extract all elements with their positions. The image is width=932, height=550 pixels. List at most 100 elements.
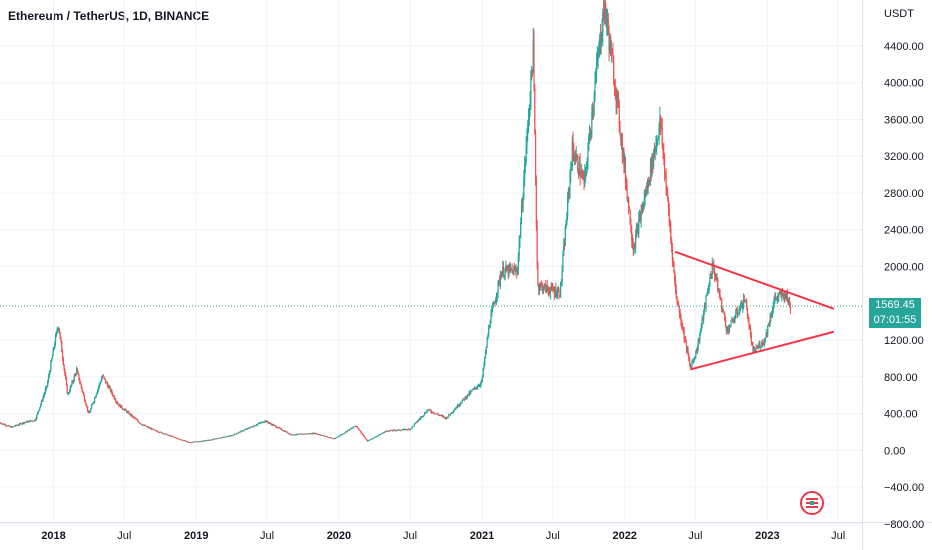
candle-body (687, 348, 689, 355)
candle-body (251, 426, 254, 428)
candle-body (100, 381, 102, 383)
candle-body (697, 340, 699, 349)
candle-body (609, 36, 611, 50)
candle-body (789, 307, 792, 309)
candle-body (176, 437, 178, 439)
candle-body (379, 434, 381, 436)
candle-body (556, 295, 558, 296)
candle-body (637, 226, 639, 234)
candle-body (0, 422, 2, 424)
candle-body (43, 393, 46, 396)
candle-body (353, 426, 355, 428)
candle-body (111, 393, 114, 396)
candle-body (28, 420, 30, 422)
candle-body (220, 437, 222, 439)
candle-body (582, 174, 584, 176)
candle-body (323, 435, 325, 437)
tradingview-event-icon[interactable] (800, 491, 824, 515)
candle-body (499, 279, 501, 284)
candle-body (253, 425, 255, 427)
candle-body (742, 298, 745, 306)
candle-body (309, 433, 311, 435)
candle-body (202, 440, 204, 442)
candle-body (334, 438, 336, 440)
candle-body (104, 379, 107, 383)
candle-body (355, 426, 357, 427)
candle-body (115, 399, 117, 402)
y-tick-label: 2400.00 (884, 225, 924, 237)
candle-body (25, 422, 27, 423)
candle-body (33, 420, 35, 422)
candle-body (219, 437, 221, 439)
candle-body (532, 39, 534, 73)
candle-body (197, 441, 200, 443)
candle-body (212, 439, 214, 441)
candle-body (29, 420, 32, 422)
candle-body (587, 150, 589, 164)
candle-body (430, 411, 433, 413)
candle-body (752, 344, 754, 350)
candle-body (696, 350, 698, 353)
candle-body (281, 429, 283, 431)
candle-body (186, 441, 188, 443)
candle-body (396, 430, 398, 432)
candle-body (307, 433, 309, 435)
candle-body (370, 439, 372, 440)
candle-body (294, 434, 296, 435)
candle-body (774, 296, 776, 302)
candle-body (711, 262, 713, 275)
candle-body (477, 386, 479, 388)
candle-body (255, 425, 258, 426)
candle-body (176, 438, 179, 439)
candle-body (387, 431, 390, 433)
candle-body (123, 409, 125, 411)
candle-body (490, 314, 492, 324)
candle-body (439, 415, 441, 416)
candle-body (705, 296, 707, 308)
candle-body (628, 208, 630, 211)
candle-body (651, 154, 653, 174)
candle-body (525, 146, 527, 162)
candle-body (431, 411, 433, 413)
candle-body (778, 293, 781, 295)
candle-body (767, 325, 770, 327)
candle-body (73, 375, 75, 381)
candle-body (485, 347, 487, 351)
candle-body (788, 301, 790, 304)
candle-body (205, 440, 207, 442)
candle-body (409, 428, 412, 430)
candle-body (233, 433, 236, 436)
candle-body (328, 437, 330, 439)
candle-body (17, 425, 19, 426)
candle-body (371, 438, 373, 440)
candle-body (257, 423, 259, 425)
candle-body (43, 395, 45, 398)
candle-body (303, 433, 305, 435)
candle-body (690, 367, 692, 369)
candle-body (422, 415, 424, 417)
candle-body (287, 431, 289, 434)
candle-body (266, 420, 268, 422)
candle-body (670, 228, 672, 240)
candle-body (25, 421, 28, 423)
candle-body (417, 419, 419, 422)
candle-body (744, 301, 746, 302)
candle-body (420, 417, 422, 419)
candle-body (376, 436, 378, 438)
candle-body (320, 435, 322, 436)
candle-body (654, 148, 656, 154)
candle-body (405, 429, 407, 431)
candle-body (757, 345, 760, 348)
candle-body (555, 288, 557, 296)
candle-body (571, 140, 573, 167)
candle-body (491, 309, 493, 315)
candle-body (664, 174, 666, 177)
candle-body (387, 430, 389, 432)
candle-body (466, 396, 468, 399)
x-tick-label: 2023 (755, 530, 779, 542)
candle-body (331, 438, 333, 439)
candle-body (740, 301, 742, 307)
candle-body (470, 390, 473, 392)
candle-body (566, 216, 568, 225)
